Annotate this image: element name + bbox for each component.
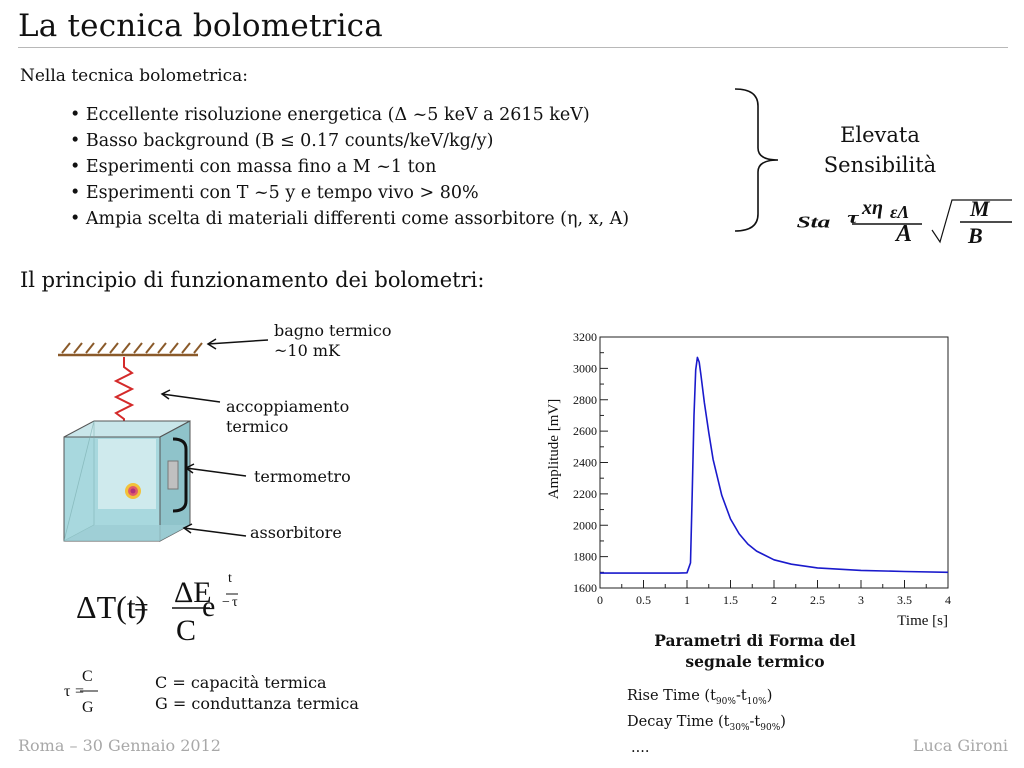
y-tick-label: 2000 [573,518,597,532]
y-tick-label: 3000 [573,361,597,375]
footer-author: Luca Gironi [912,736,1008,755]
param-decay-time: Decay Time (t30%-t90%) [627,713,786,733]
label-thermometer: termometro [254,467,351,486]
x-tick-label: 3 [858,593,864,607]
definitions: C = capacità termica G = conduttanza ter… [155,672,359,714]
param-rise-time: Rise Time (t90%-t10%) [627,688,773,707]
shape-parameters: Rise Time (t90%-t10%) Decay Time (t30%-t… [627,686,786,758]
x-tick-label: 1.5 [723,593,738,607]
series-group [600,356,949,574]
signal-series-line [600,356,949,574]
svg-text:=: = [134,593,149,622]
label-line: ~10 mK [274,341,340,360]
y-tick-label: 2600 [573,424,597,438]
svg-text:G: G [82,699,94,716]
tau-formula-graphic: τ = C G [64,668,98,716]
y-tick-label: 2400 [573,456,597,470]
bullet-item: Eccellente risoluzione energetica (Δ ~5 … [70,102,629,128]
slide-title: La tecnica bolometrica [18,8,383,44]
absorber-cube [63,420,191,542]
svg-text:t: t [228,571,232,586]
y-tick-label: 2200 [573,487,597,501]
chart-caption-line: Parametri di Forma del [654,631,856,650]
conclusion-text: Elevata Sensibilità [820,120,940,180]
svg-text:ΔE: ΔE [174,576,212,609]
bullet-list: Eccellente risoluzione energetica (Δ ~5 … [70,102,629,232]
x-tick-label: 0 [597,593,603,607]
right-brace [734,88,779,232]
bullet-item: Ampia scelta di materiali differenti com… [70,206,629,232]
svg-text:τ: τ [232,595,238,610]
thermometer-chip [167,460,179,490]
x-tick-label: 1 [684,593,690,607]
plot-frame [599,336,949,589]
heat-bath-hatch [61,342,203,354]
bullet-item: Basso background (B ≤ 0.17 counts/keV/kg… [70,128,629,154]
chart-caption-line: segnale termico [685,652,825,671]
svg-text:τ: τ [64,683,71,700]
svg-text:ΔT(t): ΔT(t) [76,589,146,625]
svg-text:e: e [202,590,215,623]
intro-text: Nella tecnica bolometrica: [20,66,248,86]
svg-text:C: C [82,668,93,685]
y-axis-ticks: 1600 1800 2000 2200 2400 2600 2800 3000 3200 [573,330,608,595]
label-line: accoppiamento [226,397,350,416]
svg-text:B: B [967,223,983,246]
x-tick-label: 4 [945,593,951,607]
svg-text:=: = [75,683,84,700]
title-divider [18,47,1008,48]
thermal-coupling-spring [113,357,135,429]
plot-border [599,336,949,589]
label-line: bagno termico [274,321,392,340]
y-axis-label: Amplitude [mV] [546,399,562,499]
conclusion-line: Elevata [840,123,920,147]
bullet-item: Esperimenti con T ~5 y e tempo vivo > 80… [70,180,629,206]
param-more: .... [631,739,650,756]
y-tick-label: 1800 [573,550,597,564]
svg-text:−: − [222,595,230,610]
x-tick-label: 0.5 [636,593,651,607]
delta-t-formula-graphic: ΔE t ΔT(t) = e − τ C [76,571,238,642]
sensitivity-formula-graphic: Sta τ xη εΛ A M B [797,196,1012,246]
svg-text:Sta: Sta [797,213,831,232]
x-tick-label: 2 [771,593,777,607]
bullet-item: Esperimenti con massa fino a M ~1 ton [70,154,629,180]
label-absorber: assorbitore [250,523,342,542]
x-tick-label: 3.5 [897,593,912,607]
svg-text:C: C [176,614,196,642]
label-heat-bath: bagno termico ~10 mK [274,321,391,361]
x-tick-label: 2.5 [810,593,825,607]
principle-heading: Il principio di funzionamento dei bolome… [20,268,485,292]
svg-text:M: M [969,196,991,221]
label-arrows [160,338,269,537]
chart-caption: Parametri di Forma del segnale termico [620,630,890,672]
svg-text:A: A [894,221,912,246]
particle-hit [125,483,141,499]
label-line: termico [226,417,289,436]
y-tick-label: 2800 [573,393,597,407]
svg-text:τ: τ [847,208,860,227]
x-axis-label: Time [s] [897,613,948,629]
definition-g: G = conduttanza termica [155,694,359,713]
footer-date: Roma – 30 Gennaio 2012 [18,736,221,755]
y-tick-label: 3200 [573,330,597,344]
definition-c: C = capacità termica [155,673,327,692]
svg-text:xη: xη [861,197,883,219]
conclusion-line: Sensibilità [823,153,937,177]
svg-text:εΛ: εΛ [890,202,909,222]
label-thermal-coupling: accoppiamento termico [226,397,349,437]
signal-chart: 0 0.5 1 1.5 2 2.5 3 3.5 4 1600 1800 2000 2200 2400 26… [546,330,951,629]
x-axis-ticks: 0 0.5 1 1.5 2 2.5 3 3.5 4 [597,580,951,607]
thermometer-bracket [172,437,188,513]
bolometer-schematic [58,342,203,542]
y-tick-label: 1600 [573,581,597,595]
